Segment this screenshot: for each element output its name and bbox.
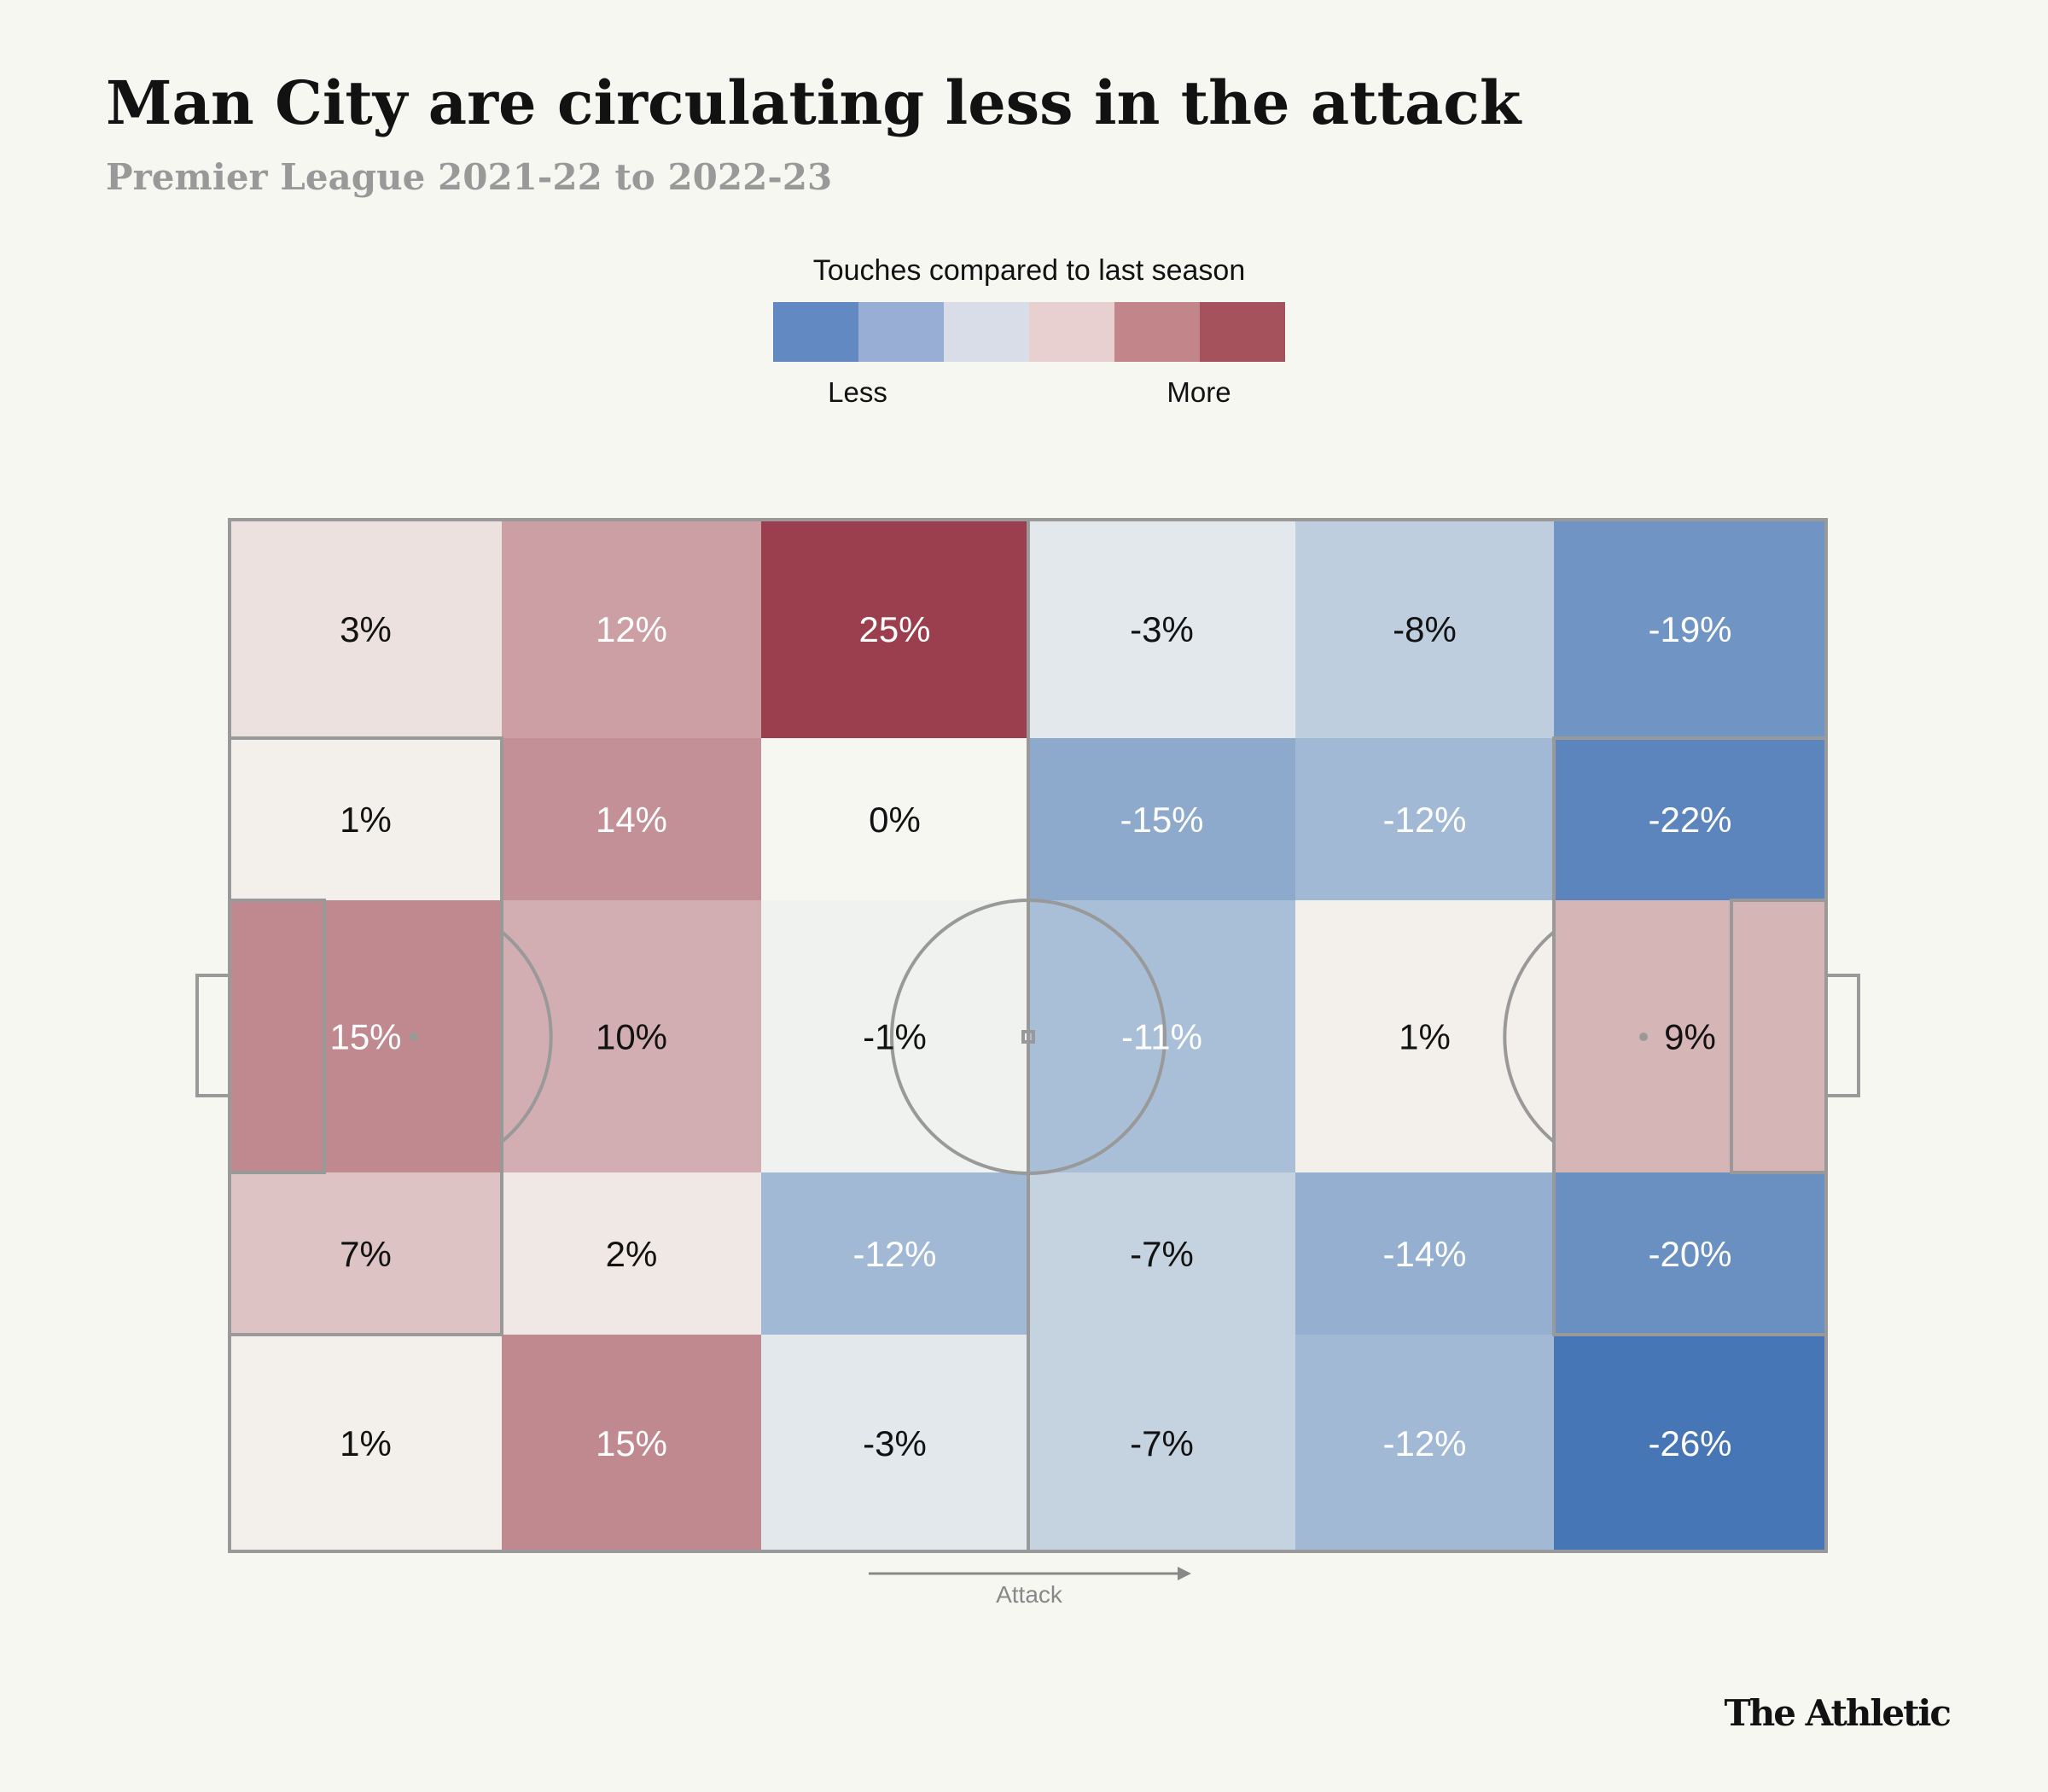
heatmap-cell (761, 1335, 1028, 1551)
legend-swatches (773, 302, 1285, 362)
cell-value-label: -15% (1120, 800, 1203, 840)
cell-value-label: -8% (1393, 609, 1457, 649)
cell-value-label: 0% (869, 800, 921, 840)
cell-value-label: -1% (863, 1017, 927, 1057)
the-athletic-logo: The Athletic (1724, 1692, 1950, 1734)
heatmap-cell (1295, 900, 1554, 1172)
legend-swatch (1029, 302, 1114, 362)
legend: Touches compared to last season Less Mor… (773, 254, 1285, 408)
heatmap-labels: 3% 12% 25% -3% -8% -19% 1% 14% 0% -15% -12% -22% 15%… (329, 609, 1731, 1463)
heatmap-cells (230, 520, 1826, 1551)
heatmap-cell (502, 738, 761, 900)
legend-title: Touches compared to last season (813, 254, 1246, 287)
legend-swatch (944, 302, 1029, 362)
center-spot (1021, 1030, 1035, 1044)
heatmap-cell (1028, 520, 1295, 738)
legend-swatch (1114, 302, 1200, 362)
cell-value-label: 15% (329, 1017, 401, 1057)
heatmap-cell (1028, 900, 1295, 1172)
cell-value-label: 1% (340, 1423, 392, 1463)
cell-value-label: -7% (1130, 1234, 1194, 1274)
cell-value-label: 9% (1664, 1017, 1716, 1057)
legend-swatch (773, 302, 858, 362)
heatmap-cell (502, 520, 761, 738)
chart-title: Man City are circulating less in the att… (106, 67, 1522, 138)
cell-value-label: 7% (340, 1234, 392, 1274)
heatmap-cell (230, 738, 502, 900)
heatmap-cell (230, 1172, 502, 1335)
cell-value-label: -12% (1382, 800, 1466, 840)
cell-value-label: 1% (340, 800, 392, 840)
right-goal (1824, 974, 1860, 1097)
cell-value-label: -7% (1130, 1423, 1194, 1463)
right-penalty-spot (1639, 1033, 1648, 1041)
legend-swatch (1200, 302, 1285, 362)
cell-value-label: -3% (1130, 609, 1194, 649)
heatmap-cell (1028, 738, 1295, 900)
legend-more-label: More (1167, 376, 1231, 408)
cell-value-label: -3% (863, 1423, 927, 1463)
legend-less-label: Less (828, 376, 887, 408)
heatmap-cell (1295, 1335, 1554, 1551)
heatmap-cell (1028, 1335, 1295, 1551)
center-circle (890, 899, 1167, 1175)
cell-value-label: 25% (858, 609, 930, 649)
heatmap-cell (761, 900, 1028, 1172)
attack-direction: Attack (869, 1567, 1191, 1608)
cell-value-label: -12% (852, 1234, 936, 1274)
legend-swatch (858, 302, 944, 362)
heatmap-cell (1554, 1172, 1826, 1335)
cell-value-label: 10% (596, 1017, 667, 1057)
heatmap-cell (761, 738, 1028, 900)
cell-value-label: -12% (1382, 1423, 1466, 1463)
cell-value-label: 14% (596, 800, 667, 840)
heatmap-cell (502, 900, 761, 1172)
heatmap-cell (761, 520, 1028, 738)
chart-subtitle: Premier League 2021-22 to 2022-23 (106, 156, 832, 198)
heatmap-cell (1295, 520, 1554, 738)
heatmap-cell (502, 1172, 761, 1335)
cell-value-label: -11% (1121, 1017, 1202, 1057)
cell-value-label: 12% (596, 609, 667, 649)
cell-value-label: 1% (1399, 1017, 1451, 1057)
heatmap-cell (1554, 1335, 1826, 1551)
heatmap-cell (1028, 1172, 1295, 1335)
cell-value-label: -20% (1648, 1234, 1731, 1274)
heatmap-cell (761, 1172, 1028, 1335)
left-penalty-spot (410, 1033, 418, 1041)
cell-value-label: -26% (1648, 1423, 1731, 1463)
cell-value-label: -22% (1648, 800, 1731, 840)
heatmap-cell (1554, 520, 1826, 738)
heatmap-cell (1295, 738, 1554, 900)
cell-value-label: -19% (1648, 609, 1731, 649)
right-penalty-arc (1503, 930, 1556, 1143)
heatmap-cell (230, 1335, 502, 1551)
left-penalty-arc (500, 930, 553, 1143)
cell-value-label: 3% (340, 609, 392, 649)
cell-value-label: 15% (596, 1423, 667, 1463)
heatmap-cell (502, 1335, 761, 1551)
cell-value-label: -14% (1382, 1234, 1466, 1274)
heatmap-cell (1554, 900, 1826, 1172)
heatmap-cell (230, 520, 502, 738)
pitch-markings (195, 518, 1860, 1553)
heatmap-cell (1554, 738, 1826, 900)
attack-label: Attack (996, 1581, 1063, 1608)
left-goal (195, 974, 231, 1097)
cell-value-label: 2% (606, 1234, 658, 1274)
heatmap-cell (1295, 1172, 1554, 1335)
heatmap-cell (230, 900, 502, 1172)
arrow-right-icon (1178, 1567, 1191, 1580)
